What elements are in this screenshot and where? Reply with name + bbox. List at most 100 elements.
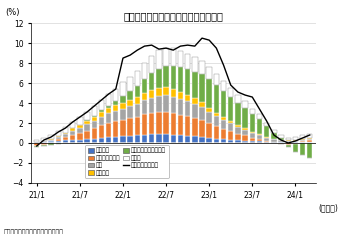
Bar xyxy=(221,139,226,143)
Bar xyxy=(84,139,90,143)
Bar xyxy=(106,113,111,123)
Bar xyxy=(106,108,111,113)
Bar xyxy=(41,143,47,145)
Bar xyxy=(135,135,140,143)
Bar xyxy=(156,95,161,112)
Bar xyxy=(77,140,82,143)
Bar xyxy=(113,88,118,101)
Bar xyxy=(63,132,68,135)
Legend: 化学製品, 石油・石炭製品, 鉄鋼, 非鉄金属, 電力・都市ガス・水道, その他, 総平均（前年比）: 化学製品, 石油・石炭製品, 鉄鋼, 非鉄金属, 電力・都市ガス・水道, その他… xyxy=(85,145,169,178)
Bar xyxy=(243,129,248,135)
Bar xyxy=(293,141,298,143)
Bar xyxy=(235,134,240,140)
Bar xyxy=(307,134,313,139)
Bar xyxy=(178,99,183,114)
Bar xyxy=(257,114,262,119)
Bar xyxy=(243,108,248,128)
Bar xyxy=(235,127,240,134)
Bar xyxy=(278,140,284,143)
Bar xyxy=(243,135,248,141)
Bar xyxy=(149,135,155,143)
Bar xyxy=(235,95,240,102)
Bar xyxy=(164,135,169,143)
Bar xyxy=(170,89,176,97)
Bar xyxy=(271,130,277,133)
Bar xyxy=(135,117,140,135)
Bar xyxy=(41,145,47,146)
Bar xyxy=(127,77,133,91)
Bar xyxy=(135,97,140,103)
Bar xyxy=(178,91,183,99)
Bar xyxy=(207,123,212,138)
Bar xyxy=(271,133,277,139)
Bar xyxy=(214,139,219,143)
Bar xyxy=(221,117,226,120)
Bar xyxy=(249,133,255,138)
Bar xyxy=(300,139,305,140)
Bar xyxy=(70,135,75,140)
Bar xyxy=(77,133,82,140)
Bar xyxy=(214,116,219,126)
Bar xyxy=(235,102,240,124)
Bar xyxy=(127,106,133,118)
Bar xyxy=(113,101,118,105)
Text: (%): (%) xyxy=(6,8,20,17)
Bar xyxy=(41,138,47,141)
Bar xyxy=(178,114,183,135)
Bar xyxy=(91,116,97,117)
Bar xyxy=(207,138,212,143)
Bar xyxy=(113,137,118,143)
Bar xyxy=(221,128,226,139)
Bar xyxy=(70,131,75,135)
Bar xyxy=(84,131,90,139)
Bar xyxy=(286,140,291,141)
Bar xyxy=(113,105,118,110)
Bar xyxy=(293,143,298,144)
Bar xyxy=(48,139,54,140)
Bar xyxy=(91,139,97,143)
Bar xyxy=(149,56,155,73)
Bar xyxy=(156,135,161,143)
Bar xyxy=(113,110,118,121)
Bar xyxy=(56,138,61,139)
Bar xyxy=(249,109,255,114)
Bar xyxy=(84,124,90,131)
Bar xyxy=(178,67,183,91)
Bar xyxy=(271,142,277,143)
Bar xyxy=(228,131,234,140)
Bar xyxy=(149,73,155,90)
Bar xyxy=(185,136,190,143)
Bar xyxy=(264,142,269,143)
Bar xyxy=(307,139,313,140)
Bar xyxy=(249,114,255,132)
Text: (年・月): (年・月) xyxy=(318,204,338,213)
Bar xyxy=(156,50,161,69)
Bar xyxy=(149,113,155,135)
Bar xyxy=(271,139,277,142)
Bar xyxy=(192,136,197,143)
Bar xyxy=(127,91,133,100)
Bar xyxy=(77,128,82,133)
Bar xyxy=(41,141,47,142)
Bar xyxy=(84,120,90,121)
Bar xyxy=(235,124,240,127)
Bar xyxy=(185,101,190,116)
Bar xyxy=(56,136,61,138)
Bar xyxy=(199,120,205,137)
Bar xyxy=(257,135,262,139)
Bar xyxy=(192,72,197,98)
Bar xyxy=(127,118,133,136)
Bar xyxy=(99,99,104,110)
Bar xyxy=(156,88,161,95)
Bar xyxy=(120,102,126,109)
Bar xyxy=(249,138,255,142)
Bar xyxy=(185,54,190,69)
Bar xyxy=(221,120,226,128)
Bar xyxy=(228,121,234,123)
Bar xyxy=(214,126,219,139)
Bar xyxy=(127,136,133,143)
Bar xyxy=(307,140,313,142)
Bar xyxy=(142,100,147,114)
Bar xyxy=(185,69,190,95)
Bar xyxy=(113,121,118,137)
